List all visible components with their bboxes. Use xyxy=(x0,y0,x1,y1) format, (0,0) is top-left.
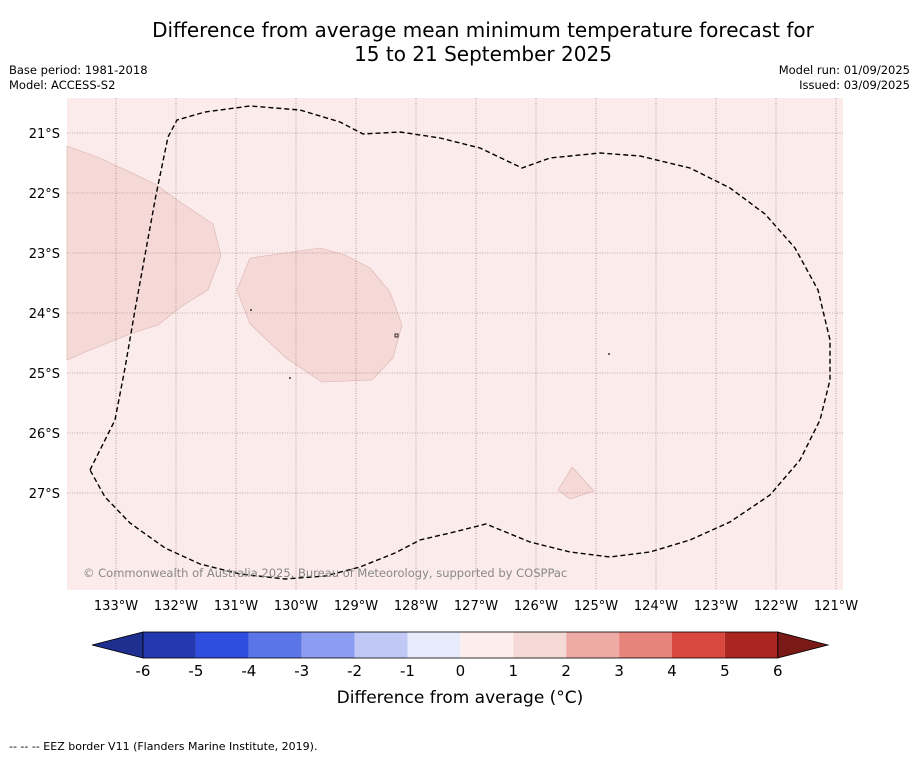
model-run: Model run: 01/09/2025 xyxy=(778,63,910,77)
latitude-labels: 21°S 22°S 23°S 24°S 25°S 26°S 27°S xyxy=(29,127,60,502)
colorbar-segment xyxy=(354,632,408,658)
lon-label: 133°W xyxy=(94,599,138,614)
island-marker xyxy=(394,333,399,338)
colorbar-segment xyxy=(724,632,778,658)
lon-label: 126°W xyxy=(514,599,558,614)
forecast-map: 21°S 22°S 23°S 24°S 25°S 26°S 27°S 133°W… xyxy=(29,98,858,614)
anomaly-region-center xyxy=(236,247,403,383)
colorbar-segment xyxy=(301,632,355,658)
lon-label: 121°W xyxy=(814,599,858,614)
lat-label: 26°S xyxy=(29,427,60,442)
lon-label: 128°W xyxy=(394,599,438,614)
lat-label: 21°S xyxy=(29,127,60,142)
colorbar-segment xyxy=(619,632,672,658)
map-background xyxy=(67,98,843,590)
colorbar-segment xyxy=(407,632,461,658)
colorbar-extend-high xyxy=(777,631,830,659)
base-period: Base period: 1981-2018 xyxy=(9,63,148,77)
lon-label: 129°W xyxy=(334,599,378,614)
anomaly-region-south xyxy=(557,466,595,500)
lon-label: 132°W xyxy=(154,599,198,614)
copyright-notice: © Commonwealth of Australia 2025, Bureau… xyxy=(83,566,567,580)
colorbar-segment xyxy=(248,632,302,658)
eez-border xyxy=(89,105,831,580)
colorbar-segment xyxy=(566,632,620,658)
colorbar-tick: 5 xyxy=(720,662,730,680)
colorbar-tick: -5 xyxy=(188,662,203,680)
lat-label: 23°S xyxy=(29,247,60,262)
colorbar-extend-low xyxy=(91,631,144,659)
eez-footnote: -- -- -- EEZ border V11 (Flanders Marine… xyxy=(9,740,318,753)
colorbar-tick: -4 xyxy=(241,662,256,680)
lon-label: 122°W xyxy=(754,599,798,614)
colorbar-title: Difference from average (°C) xyxy=(336,688,584,708)
lat-label: 27°S xyxy=(29,487,60,502)
colorbar-segment xyxy=(143,632,196,658)
colorbar-tick: -2 xyxy=(347,662,362,680)
meta-left: Base period: 1981-2018 Model: ACCESS-S2 xyxy=(9,63,148,93)
model-name: Model: ACCESS-S2 xyxy=(9,78,116,92)
colorbar-segment xyxy=(460,632,514,658)
lon-label: 130°W xyxy=(274,599,318,614)
lon-label: 131°W xyxy=(214,599,258,614)
longitude-gridlines xyxy=(115,98,837,590)
title-line-1: Difference from average mean minimum tem… xyxy=(152,18,814,42)
lon-label: 123°W xyxy=(694,599,738,614)
title-line-2: 15 to 21 September 2025 xyxy=(354,42,612,66)
colorbar-tick: -6 xyxy=(136,662,151,680)
island-dot-1 xyxy=(250,309,252,311)
colorbar-tick: 2 xyxy=(561,662,571,680)
colorbar-tick: -3 xyxy=(294,662,309,680)
anomaly-region-west xyxy=(66,145,222,361)
colorbar-segment xyxy=(672,632,725,658)
colorbar-segment xyxy=(513,632,567,658)
colorbar-outline xyxy=(142,631,779,659)
lat-label: 22°S xyxy=(29,187,60,202)
colorbar-tick: 6 xyxy=(773,662,783,680)
lon-label: 125°W xyxy=(574,599,618,614)
latitude-gridlines xyxy=(67,132,843,494)
colorbar-segments xyxy=(143,632,778,658)
colorbar-tick: 4 xyxy=(667,662,677,680)
map-title: Difference from average mean minimum tem… xyxy=(0,18,919,66)
lon-label: 127°W xyxy=(454,599,498,614)
colorbar-tick: -1 xyxy=(400,662,415,680)
lat-label: 24°S xyxy=(29,307,60,322)
island-dot-2 xyxy=(289,377,291,379)
lon-label: 124°W xyxy=(634,599,678,614)
colorbar-tick: 1 xyxy=(509,662,519,680)
colorbar-segment xyxy=(195,632,249,658)
colorbar-tick: 0 xyxy=(456,662,466,680)
issued-date: Issued: 03/09/2025 xyxy=(799,78,910,92)
longitude-labels: 133°W 132°W 131°W 130°W 129°W 128°W 127°… xyxy=(94,599,858,614)
island-dot-3 xyxy=(608,353,610,355)
meta-right: Model run: 01/09/2025 Issued: 03/09/2025 xyxy=(779,63,910,93)
lat-label: 25°S xyxy=(29,367,60,382)
colorbar-ticks: -6 -5 -4 -3 -2 -1 0 1 2 3 4 5 6 xyxy=(136,662,783,680)
colorbar-tick: 3 xyxy=(614,662,624,680)
